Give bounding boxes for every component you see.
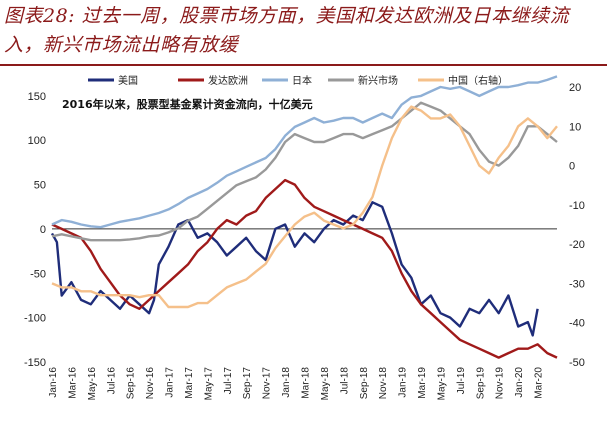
x-tick-label: Jul-16 (106, 367, 117, 395)
x-tick-label: Mar-20 (534, 367, 545, 399)
series-line-3 (51, 101, 558, 242)
series-line-1 (51, 178, 558, 359)
y-right-tick-label: 20 (569, 82, 581, 94)
y-left-tick-label: 100 (28, 135, 46, 147)
x-tick-label: Jan-17 (165, 367, 176, 398)
chart-series (50, 75, 558, 359)
x-tick-label: Jul-19 (456, 367, 467, 395)
title-divider (0, 64, 607, 66)
x-tick-label: Nov-17 (262, 367, 273, 400)
chart-axes: -150-100-50050100150-50-40-30-20-1001020… (24, 82, 585, 400)
y-left-tick-label: 0 (40, 224, 46, 236)
chart-legend: 美国 发达欧洲 日本 新兴市场 中国（右轴） (88, 74, 508, 87)
x-tick-label: Sep-17 (242, 367, 253, 400)
y-right-tick-label: -10 (569, 200, 585, 212)
x-tick-label: Sep-18 (359, 367, 370, 400)
series-line-4 (51, 105, 558, 309)
x-tick-label: Nov-19 (495, 367, 506, 400)
y-right-tick-label: -50 (569, 357, 585, 369)
x-tick-label: May-19 (436, 367, 447, 401)
y-left-tick-label: 150 (28, 91, 46, 103)
x-tick-label: Mar-17 (184, 367, 195, 399)
legend-label-2: 日本 (292, 74, 312, 87)
y-right-tick-label: -20 (569, 239, 585, 251)
x-tick-label: Jan-19 (398, 367, 409, 398)
x-tick-label: May-17 (203, 367, 214, 401)
x-tick-label: Mar-16 (67, 367, 78, 399)
legend-label-0: 美国 (118, 74, 138, 87)
x-tick-label: Jan-18 (281, 367, 292, 398)
series-line-2 (51, 75, 558, 229)
x-tick-label: Jan-16 (48, 367, 59, 398)
legend-label-1: 发达欧洲 (208, 74, 248, 87)
y-left-tick-label: -100 (24, 313, 46, 325)
page-title: 图表28: 过去一周，股票市场方面，美国和发达欧洲及日本继续流入，新兴市场流出略… (4, 5, 570, 56)
x-tick-label: Sep-19 (475, 367, 486, 400)
y-left-tick-label: -150 (24, 357, 46, 369)
y-left-tick-label: 50 (34, 180, 46, 192)
x-tick-label: Nov-16 (145, 367, 156, 400)
x-tick-label: Mar-19 (417, 367, 428, 399)
series-line-0 (50, 201, 539, 337)
y-left-tick-label: -50 (30, 268, 46, 280)
x-tick-label: Jan-20 (514, 367, 525, 398)
legend-label-4: 中国（右轴） (448, 74, 508, 87)
x-tick-label: Sep-16 (126, 367, 137, 400)
y-right-tick-label: 10 (569, 121, 581, 133)
x-tick-label: Mar-18 (301, 367, 312, 399)
x-tick-label: Nov-18 (378, 367, 389, 400)
x-tick-label: May-18 (320, 367, 331, 401)
x-tick-label: Jul-17 (223, 367, 234, 395)
y-right-tick-label: -40 (569, 318, 585, 330)
chart-annotation: 2016年以来，股票型基金累计资金流向，十亿美元 (62, 97, 313, 111)
x-tick-label: May-16 (87, 367, 98, 401)
x-tick-label: Jul-18 (339, 367, 350, 395)
y-right-tick-label: -30 (569, 278, 585, 290)
y-right-tick-label: 0 (569, 161, 575, 173)
legend-label-3: 新兴市场 (358, 74, 398, 87)
